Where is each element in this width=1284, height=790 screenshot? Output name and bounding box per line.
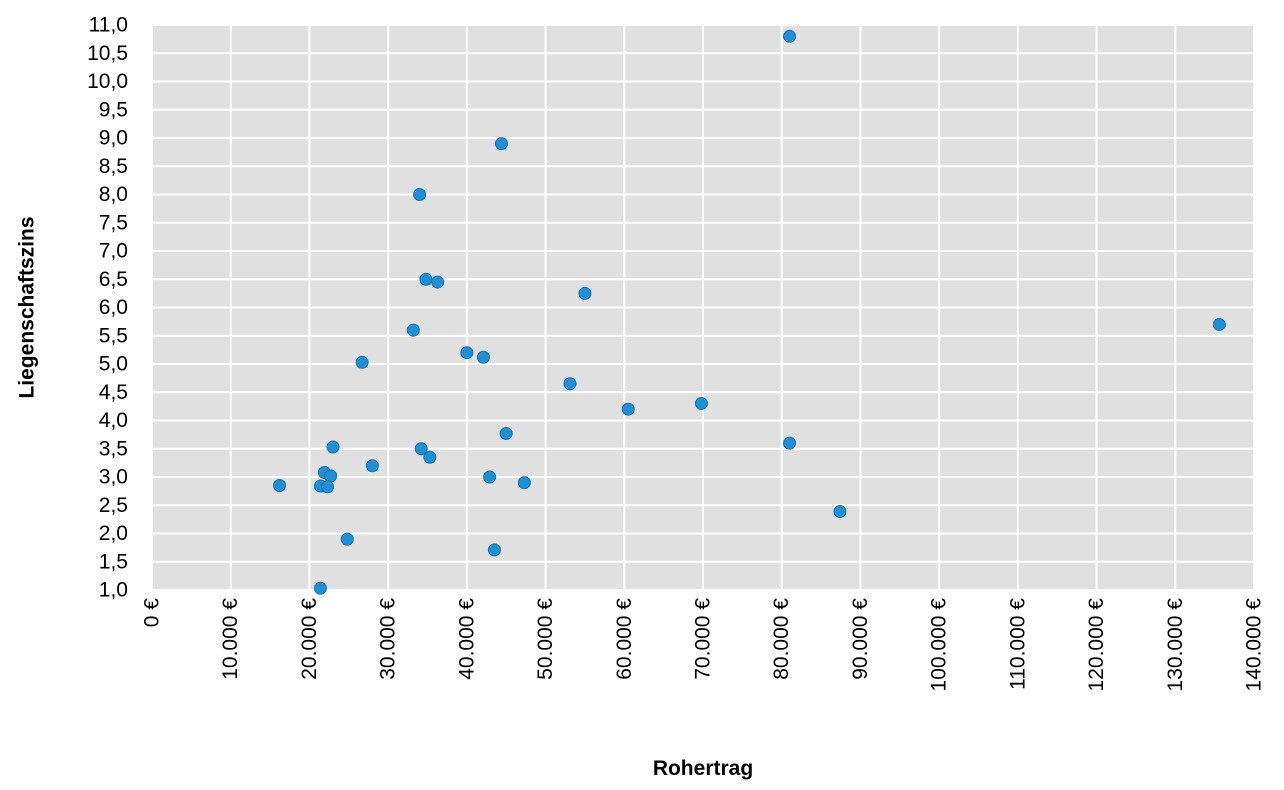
data-point: [833, 504, 847, 518]
y-axis-tick-labels: 1,0 1,5 2,0 2,5 3,0 3,5 4,0 4,5 5,0 5,5 6,0 6,5 7,0 7…: [87, 14, 128, 602]
data-point: [517, 476, 531, 490]
x-tick-label: 140.000 €: [1243, 598, 1266, 692]
data-point: [694, 397, 708, 411]
x-axis-tick-labels: 0 € 10.000 € 20.000 € 30.000 € 40.000 € 50.00…: [141, 598, 1266, 692]
data-point: [494, 137, 508, 151]
y-tick-label: 5,0: [99, 353, 128, 376]
y-tick-label: 11,0: [89, 14, 128, 37]
x-tick-label: 100.000 €: [928, 598, 951, 692]
y-tick-label: 1,5: [99, 550, 128, 573]
y-tick-label: 10,5: [87, 42, 128, 65]
x-tick-label: 90.000 €: [849, 598, 872, 680]
x-tick-label: 130.000 €: [1164, 598, 1187, 692]
y-tick-label: 1,0: [99, 579, 128, 602]
x-tick-label: 10.000 €: [219, 598, 242, 680]
y-tick-label: 3,5: [99, 437, 128, 460]
y-tick-label: 9,5: [99, 98, 128, 121]
y-tick-label: 9,0: [99, 127, 128, 150]
data-point: [783, 436, 797, 450]
data-point: [1212, 317, 1226, 331]
data-point: [413, 188, 427, 201]
y-tick-label: 3,0: [99, 466, 128, 489]
x-tick-label: 120.000 €: [1085, 598, 1108, 692]
x-tick-label: 0 €: [141, 598, 164, 628]
y-tick-label: 2,5: [99, 494, 128, 517]
y-tick-label: 10,0: [87, 70, 128, 93]
data-point: [578, 286, 592, 300]
data-point: [423, 450, 437, 464]
data-point: [621, 402, 635, 416]
x-tick-label: 40.000 €: [455, 598, 478, 680]
data-point: [414, 442, 428, 456]
y-tick-label: 8,0: [99, 183, 128, 206]
data-points: [273, 29, 1226, 595]
x-tick-label: 110.000 €: [1006, 598, 1029, 690]
gridlines: [151, 24, 1255, 591]
data-point: [476, 350, 490, 364]
data-point: [431, 275, 445, 289]
y-tick-label: 6,5: [99, 268, 128, 291]
data-point: [406, 323, 420, 337]
data-point: [563, 377, 577, 391]
y-tick-label: 6,0: [99, 296, 128, 319]
y-tick-label: 8,5: [99, 155, 128, 178]
x-tick-label: 80.000 €: [770, 598, 793, 680]
x-tick-label: 50.000 €: [534, 598, 557, 680]
data-point: [273, 478, 287, 492]
data-point: [460, 346, 474, 360]
data-point: [355, 355, 369, 369]
x-tick-label: 70.000 €: [692, 598, 715, 680]
y-axis-title: Liegenschaftszins: [16, 216, 39, 398]
data-point: [483, 470, 497, 484]
data-point: [783, 29, 797, 43]
x-tick-label: 20.000 €: [298, 598, 321, 680]
x-tick-label: 30.000 €: [377, 598, 400, 680]
y-tick-label: 7,5: [99, 211, 128, 234]
data-point: [499, 426, 513, 440]
data-point: [326, 440, 340, 454]
data-point: [419, 272, 433, 286]
data-point: [321, 480, 335, 494]
data-point: [313, 581, 327, 595]
y-tick-label: 4,5: [99, 381, 128, 404]
data-point: [340, 532, 354, 546]
data-point: [487, 543, 501, 557]
data-point: [324, 469, 338, 483]
x-axis-title: Rohertrag: [653, 757, 753, 780]
x-tick-label: 60.000 €: [613, 598, 636, 680]
y-tick-label: 2,0: [99, 522, 128, 545]
data-point: [365, 459, 379, 473]
y-tick-label: 5,5: [99, 324, 128, 347]
y-tick-label: 7,0: [99, 240, 128, 263]
y-tick-label: 4,0: [99, 409, 128, 432]
